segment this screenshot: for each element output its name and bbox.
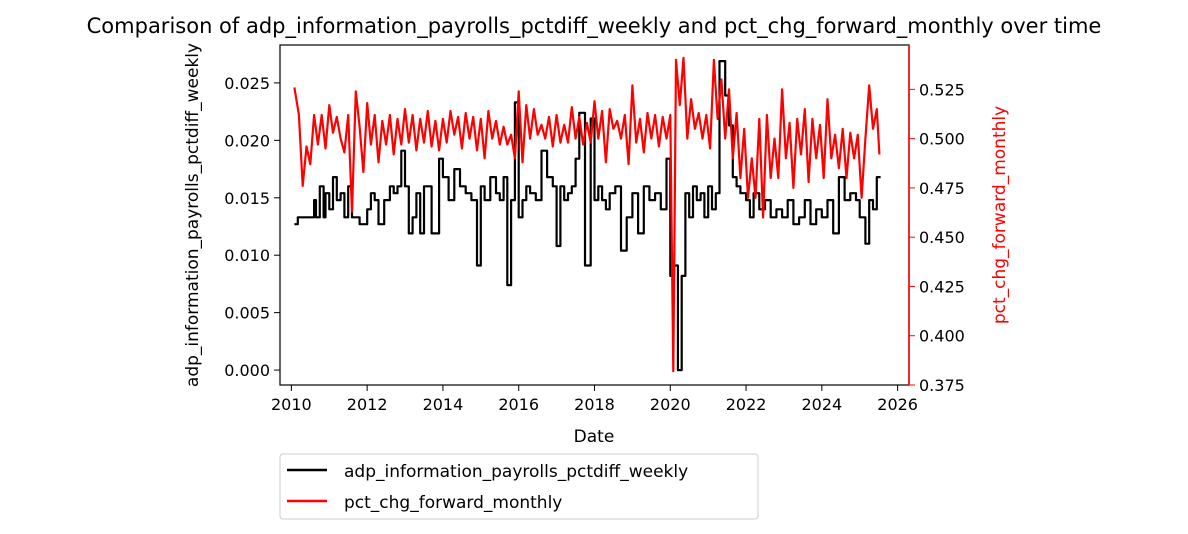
y-right-tick-label: 0.525 [919,80,965,99]
legend-frame [279,453,759,520]
x-tick-label: 2010 [271,395,312,414]
y-right-tick-label: 0.500 [919,130,965,149]
legend: adp_information_payrolls_pctdiff_weekly … [279,453,759,520]
y-right-tick-label: 0.450 [919,228,965,247]
y-right-tick-label: 0.475 [919,179,965,198]
x-tick-label: 2022 [726,395,767,414]
y-left-tick-label: 0.025 [224,74,270,93]
x-tick-label: 2014 [423,395,464,414]
y-right-tick-label: 0.425 [919,277,965,296]
x-tick-label: 2016 [498,395,539,414]
legend-label-series-1: pct_chg_forward_monthly [344,493,562,513]
y-right-tick-label: 0.375 [919,376,965,395]
y-axis-right: 0.375 0.400 0.425 0.450 0.475 0.500 0.525 [909,80,965,395]
series-line-0 [294,60,881,372]
y-axis-left-label: adp_information_payrolls_pctdiff_weekly [183,43,203,387]
x-axis: 2010 2012 2014 2016 2018 2020 2022 2024 2026 [271,385,918,414]
plot-frame [279,44,910,386]
x-tick-label: 2018 [574,395,615,414]
y-axis-right-label: pct_chg_forward_monthly [990,106,1010,324]
x-tick-label: 2012 [347,395,388,414]
y-axis-left: 0.000 0.005 0.010 0.015 0.020 0.025 [224,74,280,380]
y-left-tick-label: 0.000 [224,361,270,380]
x-axis-label: Date [574,427,615,447]
legend-label-series-0: adp_information_payrolls_pctdiff_weekly [344,462,688,482]
series-line-1 [293,56,881,373]
y-left-tick-label: 0.015 [224,189,270,208]
y-left-tick-label: 0.020 [224,131,270,150]
x-tick-label: 2020 [650,395,691,414]
x-tick-label: 2024 [801,395,842,414]
chart-title: Comparison of adp_information_payrolls_p… [87,14,1102,39]
series-layer [293,56,881,373]
y-left-tick-label: 0.005 [224,304,270,323]
y-left-tick-label: 0.010 [224,246,270,265]
y-right-tick-label: 0.400 [919,327,965,346]
x-tick-label: 2026 [877,395,918,414]
